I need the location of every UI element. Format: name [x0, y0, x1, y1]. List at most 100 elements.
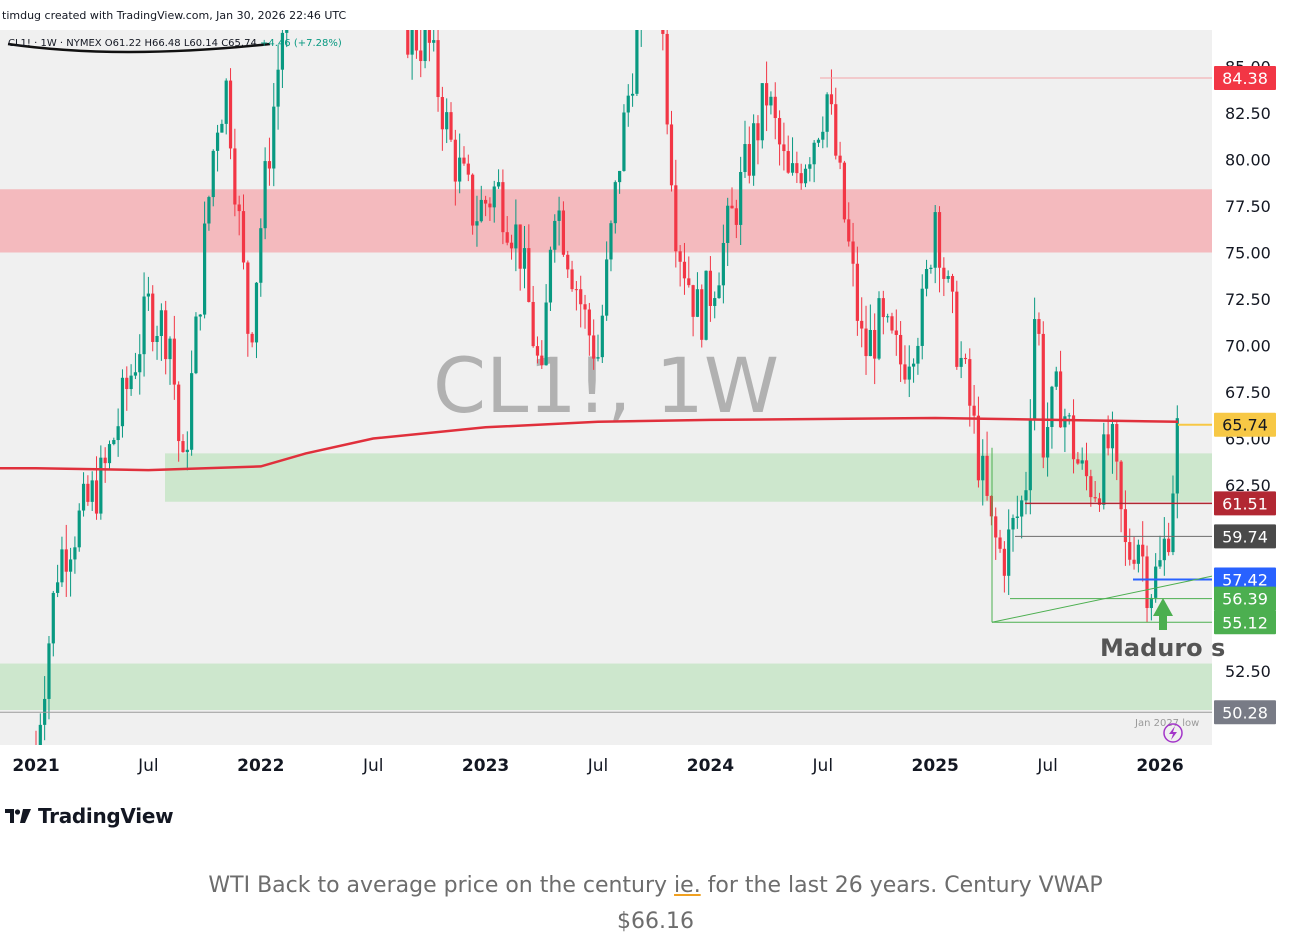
candle	[674, 159, 678, 268]
candle	[112, 437, 116, 446]
candle	[618, 170, 622, 194]
candle-body	[1037, 319, 1041, 334]
candle	[1128, 528, 1132, 566]
bottom-margin	[0, 745, 1311, 800]
candle-body	[920, 288, 924, 346]
candle	[816, 137, 821, 147]
candle	[81, 472, 86, 517]
candle	[505, 216, 509, 246]
candle	[1167, 522, 1171, 556]
x-tick-label: 2022	[237, 756, 284, 776]
zone-resistance	[0, 189, 1212, 253]
candle-body	[570, 269, 574, 290]
candle-body	[1158, 560, 1162, 567]
candle	[730, 187, 734, 209]
candle-body	[103, 457, 107, 464]
candle	[540, 340, 544, 370]
candle-body	[81, 483, 86, 511]
candle-body	[903, 364, 907, 380]
candle-body	[224, 80, 228, 124]
candle	[133, 352, 138, 380]
candle	[553, 214, 557, 263]
candle	[449, 102, 453, 142]
candle-body	[674, 185, 678, 252]
candle-body	[911, 363, 916, 367]
price-label-box	[1214, 567, 1276, 592]
candle	[1162, 517, 1166, 576]
candle-body	[955, 291, 959, 367]
price-change: +4.46 (+7.28%)	[260, 38, 342, 49]
candle-body	[427, 27, 431, 43]
candle	[916, 337, 920, 375]
candle-body	[1167, 538, 1171, 553]
candle	[220, 119, 224, 133]
candle-body	[453, 139, 457, 182]
candle	[419, 26, 423, 78]
candle	[276, 44, 280, 130]
candle-body	[535, 346, 540, 356]
candle-body	[665, 33, 669, 125]
candle-body	[1033, 319, 1037, 420]
tradingview-brand[interactable]: TradingView	[4, 804, 174, 828]
x-tick-label: 2024	[687, 756, 734, 776]
y-tick-label: 77.50	[1225, 197, 1271, 216]
candle	[1115, 420, 1119, 481]
chart-area: CL1!, 1W Maduro s Jan 2027 low 52.50 62.50…	[0, 0, 1311, 800]
candle	[989, 495, 993, 526]
candle	[570, 260, 574, 292]
candle	[592, 319, 596, 370]
candle	[747, 126, 751, 184]
candle-body	[782, 144, 786, 152]
candle-body	[190, 373, 194, 450]
candle-body	[929, 267, 933, 270]
candle	[574, 281, 578, 311]
candle-body	[414, 20, 419, 51]
candle	[596, 334, 600, 362]
candle-body	[484, 199, 488, 204]
candle-body	[855, 263, 859, 321]
candle	[94, 456, 99, 520]
candle-body	[1089, 476, 1093, 498]
price-label: 59.74	[1214, 524, 1276, 549]
candle	[198, 314, 202, 331]
candle	[734, 199, 738, 239]
candle-body	[816, 139, 821, 143]
candle-body	[765, 83, 769, 106]
candle-body	[90, 480, 94, 502]
candle	[250, 332, 254, 348]
candle-body	[726, 205, 730, 243]
candle-body	[808, 164, 812, 169]
candle	[687, 256, 691, 288]
candle-body	[259, 228, 263, 283]
candle-body	[838, 155, 842, 163]
candle-body	[120, 377, 125, 427]
candle-body	[64, 549, 68, 572]
candle-body	[834, 104, 838, 156]
candle	[103, 447, 107, 483]
candle-body	[747, 144, 751, 176]
candle-body	[739, 172, 743, 225]
candle	[1084, 442, 1089, 491]
overlay-curve	[7, 42, 271, 54]
candle-body	[713, 298, 717, 306]
candle-body	[786, 151, 790, 173]
candle	[899, 321, 903, 382]
symbol-ohlc-line: CL1! · 1W · NYMEX O61.22 H66.48 L60.14 C…	[8, 38, 342, 49]
candle	[1093, 480, 1097, 503]
candle-body	[829, 94, 834, 105]
price-label-box	[1214, 700, 1276, 725]
jan-low-annotation: Jan 2027 low	[1134, 718, 1199, 729]
candle	[985, 431, 989, 501]
candle	[868, 304, 872, 357]
x-tick-label: Jul	[1036, 756, 1058, 776]
candle	[1011, 514, 1015, 552]
candle-body	[803, 168, 808, 184]
candle-body	[950, 276, 955, 292]
candle	[224, 78, 228, 135]
candle	[1015, 495, 1019, 529]
candle	[492, 180, 496, 223]
candle	[125, 366, 129, 411]
candle-body	[116, 426, 120, 441]
x-tick-label: 2021	[12, 756, 59, 776]
arrow-up-icon	[1153, 598, 1173, 630]
